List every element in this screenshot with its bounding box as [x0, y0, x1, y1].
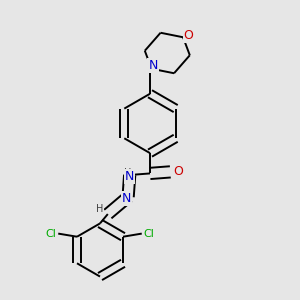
Text: H: H — [124, 167, 132, 178]
Text: H: H — [96, 204, 104, 214]
Text: Cl: Cl — [144, 229, 155, 238]
Text: O: O — [184, 29, 194, 42]
Text: N: N — [122, 192, 131, 205]
Text: N: N — [125, 170, 134, 183]
Text: Cl: Cl — [45, 229, 56, 238]
Text: O: O — [173, 165, 183, 178]
Text: N: N — [148, 58, 158, 71]
